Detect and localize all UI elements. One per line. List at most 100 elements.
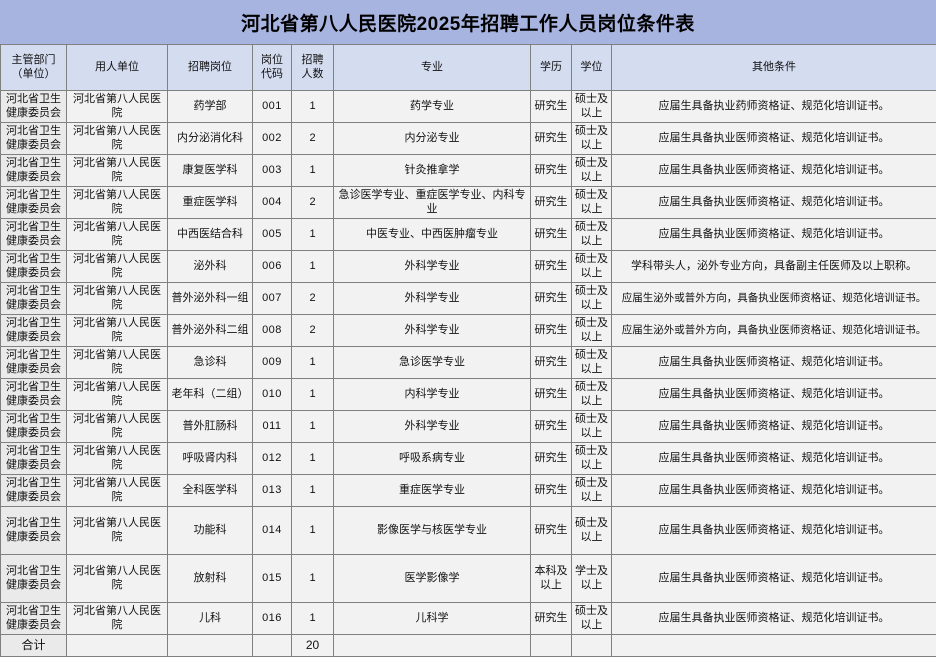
- cell-major: 重症医学专业: [333, 474, 531, 507]
- cell-major: 内科学专业: [333, 378, 531, 411]
- cell-code: 013: [252, 474, 292, 507]
- cell-num: 1: [291, 602, 334, 635]
- cell-code: 005: [252, 218, 292, 251]
- cell-education: 研究生: [530, 282, 572, 315]
- cell-code: 012: [252, 442, 292, 475]
- cell-other: 应届生具备执业医师资格证、规范化培训证书。: [611, 442, 936, 475]
- table-row: 河北省卫生健康委员会 河北省第八人民医院 普外泌外科一组 007 2 外科学专业 研究生 硕士…: [0, 282, 936, 315]
- page-title: 河北省第八人民医院2025年招聘工作人员岗位条件表: [241, 13, 695, 35]
- cell-major: 影像医学与核医学专业: [333, 506, 531, 555]
- cell-code: 015: [252, 554, 292, 603]
- cell-post: 功能科: [167, 506, 253, 555]
- total-num: 20: [291, 634, 334, 657]
- cell-education: 本科及以上: [530, 554, 572, 603]
- cell-code: 008: [252, 314, 292, 347]
- cell-dept: 河北省卫生健康委员会: [0, 218, 67, 251]
- table-row: 河北省卫生健康委员会 河北省第八人民医院 泌外科 006 1 外科学专业 研究生 硕士及以上学…: [0, 250, 936, 283]
- table-row: 河北省卫生健康委员会 河北省第八人民医院 急诊科 009 1 急诊医学专业 研究生 硕士及以上…: [0, 346, 936, 379]
- cell-num: 1: [291, 154, 334, 187]
- cell-dept: 河北省卫生健康委员会: [0, 474, 67, 507]
- column-header-major: 专业: [333, 44, 531, 91]
- cell-post: 内分泌消化科: [167, 122, 253, 155]
- header-code-line1: 岗位: [261, 54, 283, 67]
- cell-degree: 硕士及以上: [571, 250, 612, 283]
- cell-dept: 河北省卫生健康委员会: [0, 122, 67, 155]
- cell-degree: 硕士及以上: [571, 154, 612, 187]
- cell-unit: 河北省第八人民医院: [66, 186, 168, 219]
- cell-education: 研究生: [530, 122, 572, 155]
- cell-num: 1: [291, 506, 334, 555]
- table-row: 河北省卫生健康委员会 河北省第八人民医院 重症医学科 004 2 急诊医学专业、重症医学专…: [0, 186, 936, 219]
- cell-major: 医学影像学: [333, 554, 531, 603]
- cell-education: 研究生: [530, 442, 572, 475]
- cell-post: 老年科（二组）: [167, 378, 253, 411]
- column-header-edu: 学历: [530, 44, 572, 91]
- column-header-unit: 用人单位: [66, 44, 168, 91]
- cell-num: 1: [291, 250, 334, 283]
- header-dept-line2: （单位）: [11, 67, 56, 80]
- total-other: [611, 634, 936, 657]
- cell-dept: 河北省卫生健康委员会: [0, 602, 67, 635]
- table-row: 河北省卫生健康委员会 河北省第八人民医院 中西医结合科 005 1 中医专业、中西医肿瘤专…: [0, 218, 936, 251]
- cell-unit: 河北省第八人民医院: [66, 554, 168, 603]
- table-row: 河北省卫生健康委员会 河北省第八人民医院 老年科（二组） 010 1 内科学专业 研究生 硕士…: [0, 378, 936, 411]
- cell-code: 002: [252, 122, 292, 155]
- cell-other: 应届生具备执业药师资格证、规范化培训证书。: [611, 90, 936, 123]
- cell-education: 研究生: [530, 346, 572, 379]
- cell-education: 研究生: [530, 90, 572, 123]
- cell-num: 1: [291, 378, 334, 411]
- cell-code: 004: [252, 186, 292, 219]
- cell-unit: 河北省第八人民医院: [66, 218, 168, 251]
- table-row: 河北省卫生健康委员会 河北省第八人民医院 普外肛肠科 011 1 外科学专业 研究生 硕士及以…: [0, 410, 936, 443]
- cell-dept: 河北省卫生健康委员会: [0, 282, 67, 315]
- cell-num: 1: [291, 90, 334, 123]
- cell-major: 儿科学: [333, 602, 531, 635]
- cell-education: 研究生: [530, 314, 572, 347]
- cell-unit: 河北省第八人民医院: [66, 442, 168, 475]
- cell-code: 010: [252, 378, 292, 411]
- cell-code: 014: [252, 506, 292, 555]
- cell-dept: 河北省卫生健康委员会: [0, 554, 67, 603]
- table-row: 河北省卫生健康委员会 河北省第八人民医院 儿科 016 1 儿科学 研究生 硕士及以上 应届生具…: [0, 602, 936, 635]
- table-row: 河北省卫生健康委员会 河北省第八人民医院 康复医学科 003 1 针灸推拿学 研究生 硕士及以…: [0, 154, 936, 187]
- cell-post: 呼吸肾内科: [167, 442, 253, 475]
- cell-other: 应届生泌外或普外方向，具备执业医师资格证、规范化培训证书。: [611, 282, 936, 315]
- cell-other: 应届生泌外或普外方向，具备执业医师资格证、规范化培训证书。: [611, 314, 936, 347]
- cell-unit: 河北省第八人民医院: [66, 314, 168, 347]
- total-code: [252, 634, 292, 657]
- cell-degree: 硕士及以上: [571, 122, 612, 155]
- cell-dept: 河北省卫生健康委员会: [0, 506, 67, 555]
- table-row: 河北省卫生健康委员会 河北省第八人民医院 内分泌消化科 002 2 内分泌专业 研究生 硕士及…: [0, 122, 936, 155]
- title-banner: 河北省第八人民医院2025年招聘工作人员岗位条件表: [0, 0, 936, 44]
- cell-major: 内分泌专业: [333, 122, 531, 155]
- cell-unit: 河北省第八人民医院: [66, 90, 168, 123]
- table-row: 河北省卫生健康委员会 河北省第八人民医院 呼吸肾内科 012 1 呼吸系病专业 研究生 硕士及…: [0, 442, 936, 475]
- cell-degree: 硕士及以上: [571, 378, 612, 411]
- cell-post: 重症医学科: [167, 186, 253, 219]
- cell-unit: 河北省第八人民医院: [66, 250, 168, 283]
- cell-num: 2: [291, 314, 334, 347]
- column-header-post: 招聘岗位: [167, 44, 253, 91]
- column-header-num: 招聘 人数: [291, 44, 334, 91]
- cell-code: 001: [252, 90, 292, 123]
- cell-num: 1: [291, 346, 334, 379]
- table-header: 主管部门 （单位） 用人单位 招聘岗位 岗位 代码 招聘 人数 专业 学历 学位…: [0, 44, 936, 91]
- recruitment-table: 主管部门 （单位） 用人单位 招聘岗位 岗位 代码 招聘 人数 专业 学历 学位…: [0, 44, 936, 657]
- cell-major: 药学专业: [333, 90, 531, 123]
- cell-unit: 河北省第八人民医院: [66, 602, 168, 635]
- total-label: 合计: [0, 634, 67, 657]
- header-dept-line1: 主管部门: [11, 54, 56, 67]
- cell-major: 中医专业、中西医肿瘤专业: [333, 218, 531, 251]
- cell-dept: 河北省卫生健康委员会: [0, 442, 67, 475]
- header-num-line1: 招聘: [301, 54, 324, 67]
- cell-other: 应届生具备执业医师资格证、规范化培训证书。: [611, 474, 936, 507]
- cell-code: 003: [252, 154, 292, 187]
- cell-other: 应届生具备执业医师资格证、规范化培训证书。: [611, 506, 936, 555]
- cell-degree: 硕士及以上: [571, 314, 612, 347]
- cell-dept: 河北省卫生健康委员会: [0, 90, 67, 123]
- cell-code: 009: [252, 346, 292, 379]
- total-education: [530, 634, 572, 657]
- cell-unit: 河北省第八人民医院: [66, 506, 168, 555]
- header-num-line2: 人数: [301, 67, 324, 80]
- cell-major: 急诊医学专业: [333, 346, 531, 379]
